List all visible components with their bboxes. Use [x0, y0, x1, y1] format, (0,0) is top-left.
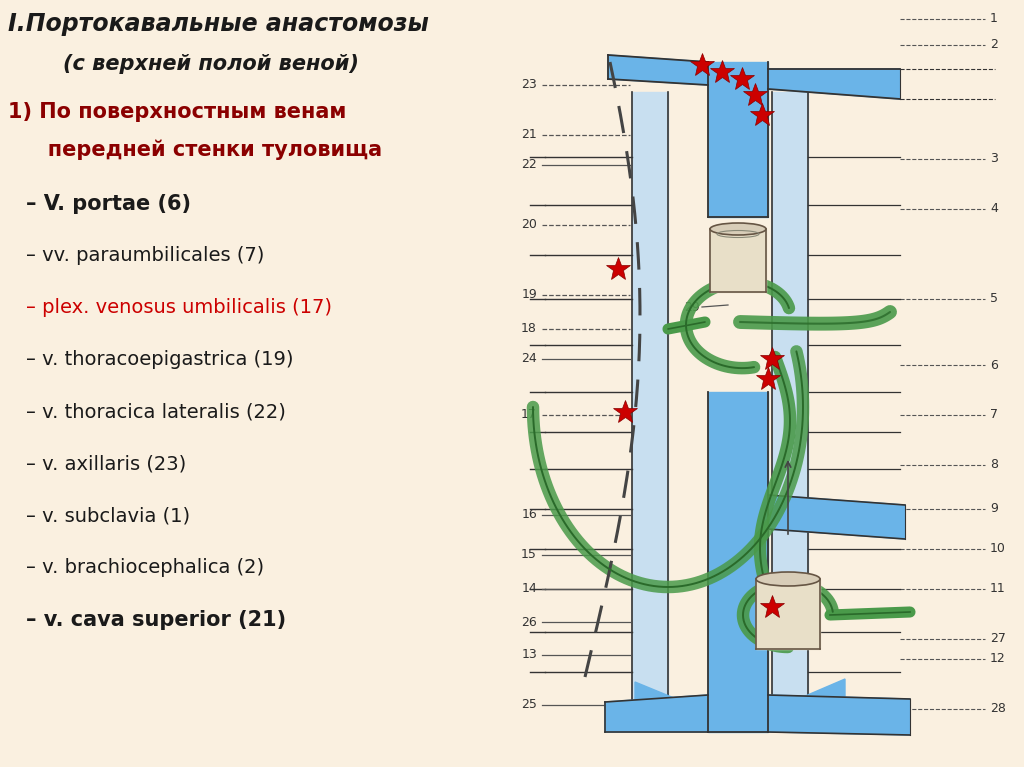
Text: 17: 17 [521, 409, 537, 422]
Polygon shape [768, 695, 910, 735]
Text: 5: 5 [990, 292, 998, 305]
Text: 8: 8 [990, 459, 998, 472]
Text: – V. portae (6): – V. portae (6) [26, 194, 191, 214]
Text: – v. brachiocephalica (2): – v. brachiocephalica (2) [26, 558, 264, 577]
Ellipse shape [710, 223, 766, 235]
Text: – vv. paraumbilicales (7): – vv. paraumbilicales (7) [26, 246, 264, 265]
Text: 1: 1 [990, 12, 997, 25]
Text: 1) По поверхностным венам: 1) По поверхностным венам [8, 102, 346, 122]
Text: 29: 29 [684, 301, 700, 314]
Polygon shape [708, 62, 768, 217]
Text: 12: 12 [990, 653, 1006, 666]
Text: 24: 24 [521, 353, 537, 366]
Polygon shape [768, 69, 900, 99]
Text: 25: 25 [521, 699, 537, 712]
Text: 20: 20 [521, 219, 537, 232]
Text: 23: 23 [521, 78, 537, 91]
Text: 15: 15 [521, 548, 537, 561]
Text: – v. axillaris (23): – v. axillaris (23) [26, 454, 186, 473]
Polygon shape [635, 682, 708, 732]
Polygon shape [708, 392, 768, 732]
Polygon shape [605, 695, 708, 732]
Text: 18: 18 [521, 322, 537, 335]
Text: – v. subclavia (1): – v. subclavia (1) [26, 506, 190, 525]
Text: 2: 2 [990, 38, 997, 51]
Text: 4: 4 [990, 202, 997, 216]
Text: 19: 19 [521, 288, 537, 301]
Text: – v. cava superior (21): – v. cava superior (21) [26, 610, 286, 630]
Text: 21: 21 [521, 129, 537, 141]
Text: 27: 27 [990, 633, 1006, 646]
Polygon shape [608, 55, 708, 85]
Text: 10: 10 [990, 542, 1006, 555]
Text: передней стенки туловища: передней стенки туловища [26, 140, 382, 160]
Text: 26: 26 [521, 615, 537, 628]
Text: – v. thoracica lateralis (22): – v. thoracica lateralis (22) [26, 402, 286, 421]
Polygon shape [768, 679, 845, 732]
Text: I.Портокавальные анастомозы: I.Портокавальные анастомозы [8, 12, 429, 36]
Polygon shape [710, 229, 766, 292]
Text: 3: 3 [990, 153, 997, 166]
Polygon shape [632, 92, 668, 729]
Text: 16: 16 [521, 509, 537, 522]
Text: 6: 6 [990, 358, 997, 371]
Polygon shape [772, 92, 808, 729]
Text: 9: 9 [990, 502, 997, 515]
Text: (с верхней полой веной): (с верхней полой веной) [63, 54, 358, 74]
Text: 7: 7 [990, 409, 998, 422]
Polygon shape [768, 495, 905, 539]
Text: – v. thoracoepigastrica (19): – v. thoracoepigastrica (19) [26, 350, 294, 369]
Text: 22: 22 [521, 159, 537, 172]
Text: – plex. venosus umbilicalis (17): – plex. venosus umbilicalis (17) [26, 298, 332, 317]
Text: 28: 28 [990, 703, 1006, 716]
Text: 11: 11 [990, 582, 1006, 595]
Polygon shape [756, 579, 820, 649]
Text: 13: 13 [521, 649, 537, 661]
Ellipse shape [756, 572, 820, 586]
Text: 14: 14 [521, 582, 537, 595]
